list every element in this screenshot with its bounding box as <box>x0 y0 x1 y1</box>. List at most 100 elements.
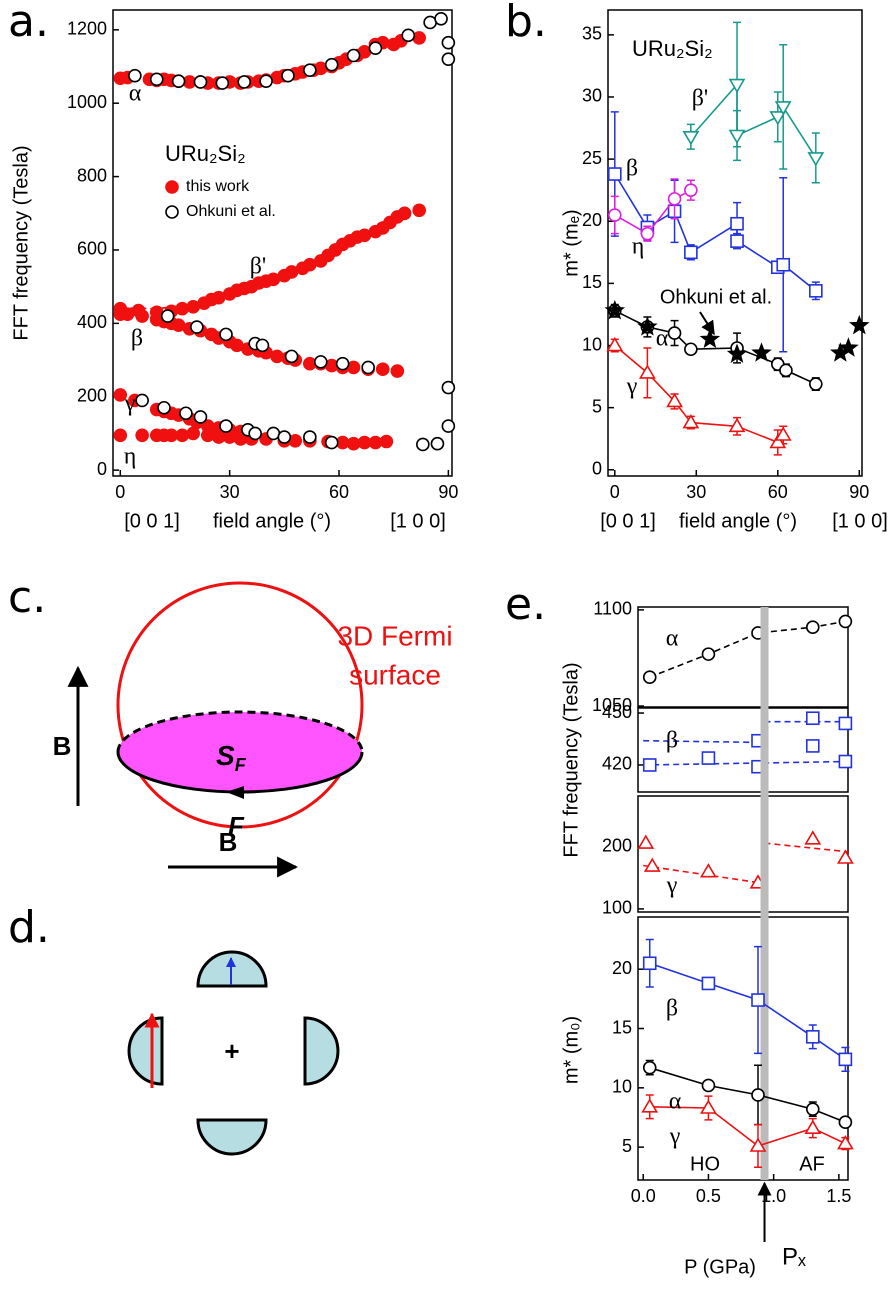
data-point <box>838 1052 853 1067</box>
data-point <box>434 12 448 26</box>
pressure-label: Pₓ <box>782 1243 806 1270</box>
data-point <box>215 76 230 90</box>
data-point <box>730 216 744 231</box>
fit-line <box>643 760 849 766</box>
data-point <box>667 192 682 206</box>
data-point <box>837 849 854 864</box>
data-point <box>751 993 765 1007</box>
y-tick-label: 25 <box>582 148 602 168</box>
legend-marker <box>165 205 179 219</box>
field-label: B <box>53 731 72 761</box>
x-tick-label: 90 <box>438 482 458 502</box>
data-point <box>749 1137 767 1152</box>
data-point <box>684 342 698 357</box>
y-axis-label: FFT frequency (Tesla) <box>560 662 582 857</box>
y-tick-label: 200 <box>602 836 632 856</box>
fermi-sphere <box>116 581 364 829</box>
data-point <box>255 338 270 353</box>
annotation: β' <box>250 254 267 280</box>
data-point <box>179 406 193 421</box>
axis-end-label: [0 0 1] <box>124 510 180 532</box>
data-point <box>135 428 149 443</box>
data-point <box>149 72 164 87</box>
data-point <box>390 364 405 378</box>
plot-frame <box>112 9 453 477</box>
data-point <box>838 614 853 629</box>
data-point <box>726 343 748 363</box>
axis-end-label: [1 0 0] <box>390 510 446 532</box>
data-point <box>751 1088 765 1102</box>
data-point <box>807 152 825 167</box>
annotation: AF <box>799 1153 825 1175</box>
data-point <box>219 327 233 342</box>
data-point <box>642 956 657 971</box>
data-point <box>193 75 208 89</box>
data-point <box>637 834 655 849</box>
area-label-main: S <box>216 740 235 771</box>
y-tick-label: 10 <box>582 334 602 354</box>
y-tick-label: 30 <box>582 86 602 106</box>
data-point <box>642 670 657 684</box>
fit-line <box>764 842 849 853</box>
data-point <box>700 863 717 878</box>
data-point <box>368 41 383 55</box>
data-point <box>728 78 746 94</box>
x-axis-label: P (GPa) <box>684 1256 756 1278</box>
data-point <box>805 711 820 726</box>
field-label: B <box>219 827 238 857</box>
center-mark: + <box>224 1036 239 1066</box>
data-point <box>606 336 624 352</box>
y-tick-label: 20 <box>612 958 632 978</box>
data-point <box>313 355 328 369</box>
axis-end-label: [0 0 1] <box>600 510 656 532</box>
y-tick-label: 600 <box>77 239 107 259</box>
fit-line <box>643 739 765 744</box>
x-tick-label: 30 <box>220 482 240 502</box>
series-line <box>614 189 692 235</box>
annotation: γ <box>124 391 136 417</box>
data-point <box>643 857 661 872</box>
series-label: β <box>626 156 638 182</box>
annotation: α <box>129 81 142 107</box>
data-point <box>641 1098 659 1113</box>
data-point <box>682 414 700 429</box>
y-tick-label: 400 <box>77 312 107 332</box>
series-label: α <box>656 326 669 352</box>
chart-title: URu₂Si₂ <box>632 36 713 61</box>
data-point <box>270 349 284 364</box>
data-point <box>375 362 390 377</box>
data-point <box>637 316 658 336</box>
data-point <box>604 299 626 320</box>
data-point <box>335 356 350 371</box>
data-point <box>416 437 430 452</box>
panel-label: a. <box>8 0 49 47</box>
legend-marker <box>165 180 179 194</box>
data-point <box>113 428 128 443</box>
data-point <box>113 388 128 402</box>
y-tick-label: 200 <box>77 385 107 405</box>
data-point <box>135 393 149 408</box>
data-point <box>397 206 412 221</box>
y-tick-label: 15 <box>582 272 602 292</box>
data-point <box>160 309 175 323</box>
x-axis-label: field angle (°) <box>213 510 331 532</box>
data-point <box>237 75 252 89</box>
data-point <box>324 435 339 450</box>
data-point <box>361 360 375 375</box>
series-line <box>690 82 817 159</box>
data-point <box>769 433 787 449</box>
series-line <box>649 620 846 678</box>
data-point <box>441 52 456 66</box>
series-label: Ohkuni et al. <box>660 286 772 308</box>
plot-frame <box>637 707 849 793</box>
y-tick-label: 450 <box>602 702 632 722</box>
legend-label: Ohkuni et al. <box>186 203 276 220</box>
data-point <box>607 167 622 181</box>
surface-label: 3D Fermi <box>337 620 452 651</box>
data-point <box>838 754 853 769</box>
data-point <box>849 314 870 335</box>
half-disc <box>303 1016 340 1086</box>
fermi-cross-section <box>118 712 362 792</box>
